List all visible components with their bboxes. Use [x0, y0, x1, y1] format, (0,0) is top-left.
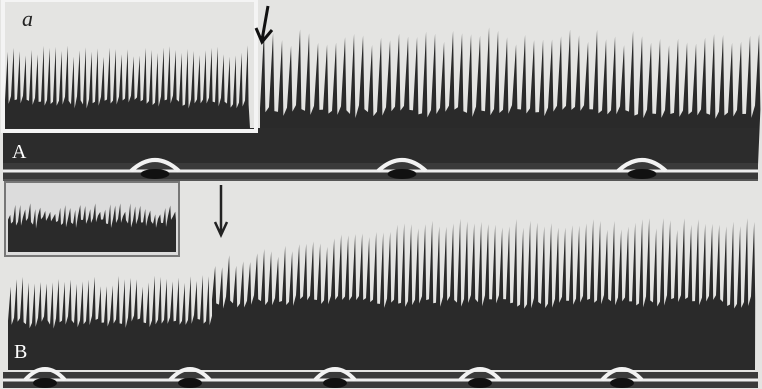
signal-blob	[33, 378, 57, 388]
signal-blob	[141, 169, 170, 179]
signal-blob	[323, 378, 347, 388]
signal-blob	[628, 169, 657, 179]
trace-label: A	[12, 141, 27, 163]
page: {"panel_label": "a", "traces": [{"label"…	[0, 0, 762, 389]
signal-blob	[610, 378, 634, 388]
signal-blob	[468, 378, 492, 388]
panel-label: a	[22, 6, 33, 31]
signal-blob	[178, 378, 202, 388]
signal-blob	[388, 169, 417, 179]
figure: a A B	[0, 0, 762, 389]
trace-label: B	[14, 341, 27, 363]
